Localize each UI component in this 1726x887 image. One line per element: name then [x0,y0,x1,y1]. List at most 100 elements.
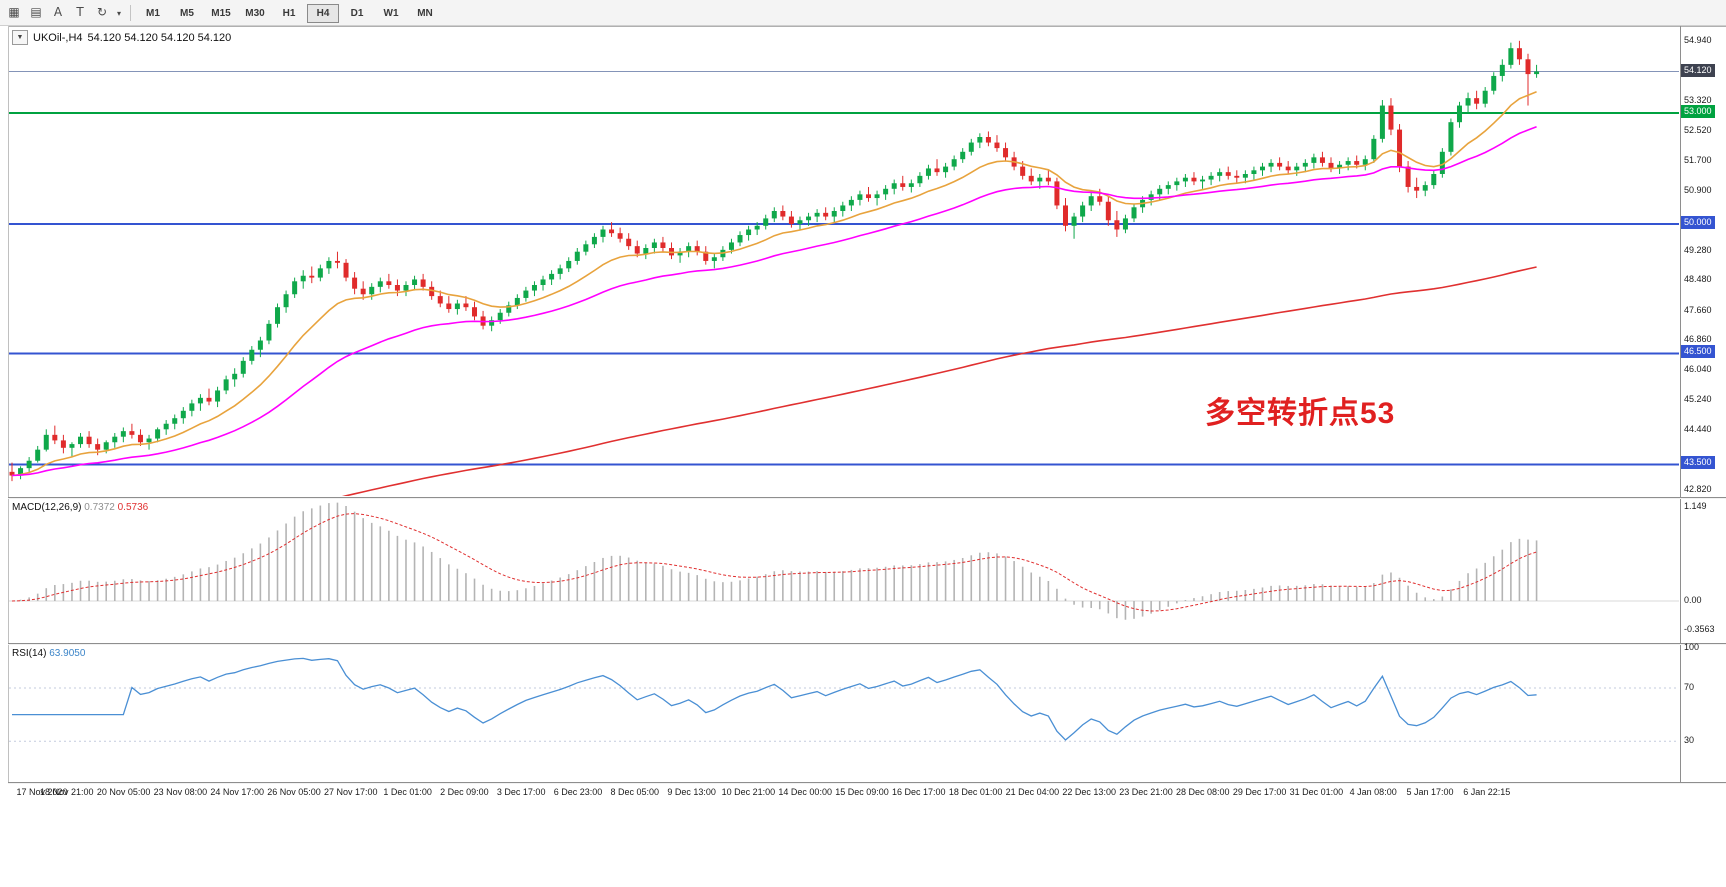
candle-body [360,288,366,295]
candle-body [609,229,615,234]
timeframe-button-h1[interactable]: H1 [282,7,296,19]
price-axis-tick: 52.520 [1684,124,1712,135]
candle-body [1003,148,1009,158]
text-tool-icon[interactable]: T [76,4,84,19]
time-axis-tick: 8 Dec 05:00 [610,787,660,797]
price-axis-tick: 50.900 [1684,184,1712,195]
candle-body [994,142,1000,149]
rsi-label: RSI(14) [12,648,47,659]
symbol-dropdown-icon[interactable]: ▼ [12,30,28,45]
timeframe-button-mn[interactable]: MN [417,7,433,19]
ma-fast-line [11,91,1537,477]
candle-body [489,320,495,326]
timeframe-button-w1[interactable]: W1 [383,7,399,19]
candle-body [352,277,358,289]
ma-slow-line [341,266,1537,496]
candle-body [908,183,914,187]
candle-body [437,296,443,304]
candle-body [806,216,812,221]
candle-body [549,273,555,280]
candle-body [754,225,760,230]
cycles-icon[interactable]: ↻ [96,4,108,19]
candle-body [1020,166,1026,176]
chart-header: ▼ UKOil-,H4 54.120 54.120 54.120 54.120 [12,30,231,45]
candle-body [557,268,563,274]
candle-body [934,168,940,173]
candle-body [1028,175,1034,182]
price-axis-tick: 49.280 [1684,244,1712,255]
candle-body [1097,196,1103,202]
candle-body [1105,201,1111,221]
price-axis-tick: 42.820 [1684,483,1712,494]
candle-body [746,229,752,236]
time-axis-tick: 23 Dec 21:00 [1119,787,1173,797]
time-axis-tick: 14 Dec 00:00 [778,787,832,797]
chart-window-icon[interactable]: ▦ [8,4,20,19]
candle-body [1080,205,1086,217]
panel-separator-macd[interactable] [8,497,1726,499]
timeframe-button-d1[interactable]: D1 [350,7,364,19]
timeframe-button-m5[interactable]: M5 [180,7,194,19]
candle-body [1508,48,1514,65]
time-axis-tick: 31 Dec 01:00 [1289,787,1344,797]
candle-body [1062,205,1068,226]
candle-body [472,307,478,317]
candle-body [1037,177,1043,182]
candle-body [1379,105,1385,139]
candle-body [1165,185,1171,189]
timeframe-button-m15[interactable]: M15 [211,7,231,19]
candle-body [883,188,889,195]
candle-body [574,251,580,261]
rsi-axis-tick: 70 [1684,682,1695,692]
candle-body [985,137,991,143]
time-axis-tick: 17 Nov 2020 [16,787,68,797]
rsi-header: RSI(14) 63.9050 [12,648,85,659]
candle-body [369,286,375,295]
candle-body [540,279,546,285]
time-axis-tick: 6 Dec 23:00 [553,787,603,797]
level-price-label: 50.000 [1681,215,1715,229]
candle-body [763,218,769,226]
macd-signal-line [11,513,1537,612]
candle-body [1448,122,1454,152]
candle-body [18,468,24,476]
time-axis-tick: 4 Jan 08:00 [1349,787,1397,797]
timeframe-group: M1 M5 M15 M30 H1 H4 D1 W1 MN [136,3,442,23]
candle-body [420,279,426,287]
candle-body [1499,64,1505,76]
dropdown-caret-icon[interactable]: ▾ [116,8,121,18]
timeframe-button-m1[interactable]: M1 [146,7,160,19]
candle-body [386,281,392,285]
candle-body [309,275,315,278]
candle-body [677,251,683,256]
candle-body [129,431,135,435]
candle-body [120,431,126,437]
candle-body [900,183,906,187]
arrow-tool-icon[interactable]: A [53,4,63,19]
candle-body [626,238,632,247]
rsi-axis-tick: 100 [1684,642,1700,653]
candle-body [1516,48,1522,60]
time-axis-tick: 26 Nov 05:00 [267,787,321,797]
price-axis[interactable] [1681,26,1726,782]
timeframe-button-m30[interactable]: M30 [245,7,265,19]
price-axis-tick: 45.240 [1684,394,1712,405]
candle-body [1482,90,1488,104]
current-price-label: 54.120 [1681,63,1715,77]
candle-body [1405,166,1411,187]
candle-body [1431,174,1437,186]
time-axis-tick: 21 Dec 04:00 [1005,787,1060,797]
chart-top-border [8,26,1726,27]
candle-body [634,246,640,254]
candle-body [1122,218,1128,230]
candle-body [1337,164,1343,169]
candle-body [960,151,966,160]
candle-body [155,429,161,439]
candle-body [137,434,143,443]
timeframe-button-h4[interactable]: H4 [307,3,339,23]
candle-body [257,340,263,350]
candle-body [52,434,58,441]
panel-separator-rsi[interactable] [8,643,1726,645]
bar-chart-icon[interactable]: ▤ [30,4,42,19]
